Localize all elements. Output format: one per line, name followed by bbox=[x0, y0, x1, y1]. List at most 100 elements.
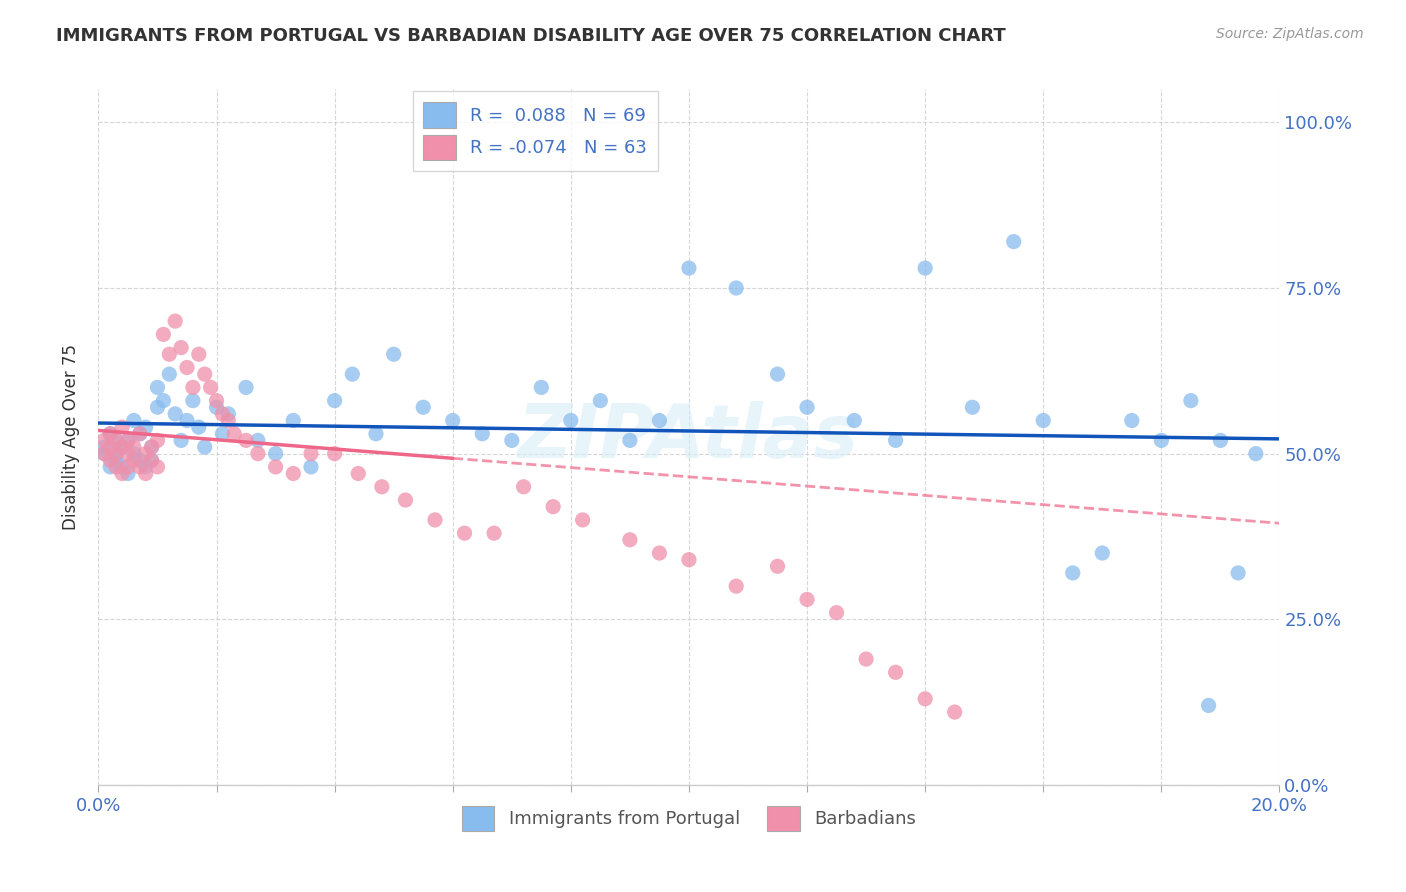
Point bbox=[482, 526, 505, 541]
Point bbox=[146, 434, 169, 448]
Point bbox=[766, 367, 789, 381]
Point bbox=[571, 513, 593, 527]
Point bbox=[217, 407, 239, 421]
Point bbox=[855, 652, 877, 666]
Point bbox=[589, 393, 612, 408]
Point bbox=[299, 447, 322, 461]
Point bbox=[766, 559, 789, 574]
Point bbox=[914, 691, 936, 706]
Point bbox=[122, 453, 145, 467]
Point bbox=[725, 579, 748, 593]
Point bbox=[165, 314, 187, 328]
Point bbox=[93, 434, 115, 448]
Point bbox=[122, 447, 145, 461]
Point bbox=[1002, 235, 1025, 249]
Point bbox=[176, 360, 198, 375]
Point bbox=[135, 420, 157, 434]
Point bbox=[342, 367, 364, 381]
Point bbox=[264, 447, 287, 461]
Point bbox=[619, 533, 641, 547]
Point bbox=[1180, 393, 1202, 408]
Point bbox=[98, 453, 121, 467]
Point bbox=[105, 453, 128, 467]
Point bbox=[98, 426, 121, 441]
Point bbox=[111, 459, 134, 474]
Point bbox=[128, 426, 150, 441]
Point bbox=[98, 426, 121, 441]
Point bbox=[93, 447, 115, 461]
Point bbox=[200, 380, 222, 394]
Point bbox=[117, 459, 139, 474]
Point bbox=[165, 407, 187, 421]
Point bbox=[181, 393, 204, 408]
Point bbox=[323, 393, 346, 408]
Point bbox=[725, 281, 748, 295]
Point bbox=[187, 347, 209, 361]
Point bbox=[283, 467, 305, 481]
Point bbox=[541, 500, 564, 514]
Point bbox=[884, 434, 907, 448]
Point bbox=[105, 434, 128, 448]
Point bbox=[1032, 413, 1054, 427]
Point bbox=[1121, 413, 1143, 427]
Point bbox=[1091, 546, 1114, 560]
Point bbox=[141, 453, 163, 467]
Point bbox=[146, 401, 169, 415]
Point bbox=[105, 447, 128, 461]
Point bbox=[299, 459, 322, 474]
Point bbox=[678, 261, 700, 276]
Point bbox=[648, 413, 671, 427]
Point bbox=[117, 467, 139, 481]
Point bbox=[170, 341, 193, 355]
Point bbox=[194, 367, 217, 381]
Point bbox=[141, 440, 163, 454]
Point bbox=[560, 413, 582, 427]
Point bbox=[796, 592, 818, 607]
Point bbox=[796, 401, 818, 415]
Point bbox=[117, 447, 139, 461]
Y-axis label: Disability Age Over 75: Disability Age Over 75 bbox=[62, 344, 80, 530]
Point bbox=[1198, 698, 1220, 713]
Point bbox=[146, 459, 169, 474]
Point bbox=[111, 440, 134, 454]
Point bbox=[105, 447, 128, 461]
Point bbox=[441, 413, 464, 427]
Point bbox=[157, 347, 180, 361]
Point bbox=[141, 440, 163, 454]
Point bbox=[117, 434, 139, 448]
Text: Source: ZipAtlas.com: Source: ZipAtlas.com bbox=[1216, 27, 1364, 41]
Point bbox=[1150, 434, 1173, 448]
Point bbox=[181, 380, 204, 394]
Point bbox=[471, 426, 494, 441]
Point bbox=[111, 420, 134, 434]
Point bbox=[371, 480, 394, 494]
Point bbox=[141, 453, 163, 467]
Point bbox=[283, 413, 305, 427]
Point bbox=[128, 453, 150, 467]
Point bbox=[1227, 566, 1250, 580]
Point bbox=[128, 459, 150, 474]
Point bbox=[235, 380, 257, 394]
Point bbox=[93, 447, 115, 461]
Point bbox=[1244, 447, 1267, 461]
Point bbox=[678, 552, 700, 566]
Point bbox=[1062, 566, 1084, 580]
Point bbox=[98, 440, 121, 454]
Point bbox=[135, 459, 157, 474]
Point bbox=[152, 393, 174, 408]
Point bbox=[364, 426, 387, 441]
Point bbox=[235, 434, 257, 448]
Point bbox=[246, 447, 269, 461]
Legend: Immigrants from Portugal, Barbadians: Immigrants from Portugal, Barbadians bbox=[454, 798, 924, 838]
Text: ZIPAtlas: ZIPAtlas bbox=[519, 401, 859, 474]
Point bbox=[105, 459, 128, 474]
Point bbox=[105, 434, 128, 448]
Point bbox=[135, 467, 157, 481]
Point bbox=[117, 434, 139, 448]
Point bbox=[264, 459, 287, 474]
Point bbox=[146, 380, 169, 394]
Point bbox=[914, 261, 936, 276]
Point bbox=[111, 440, 134, 454]
Point bbox=[423, 513, 446, 527]
Point bbox=[619, 434, 641, 448]
